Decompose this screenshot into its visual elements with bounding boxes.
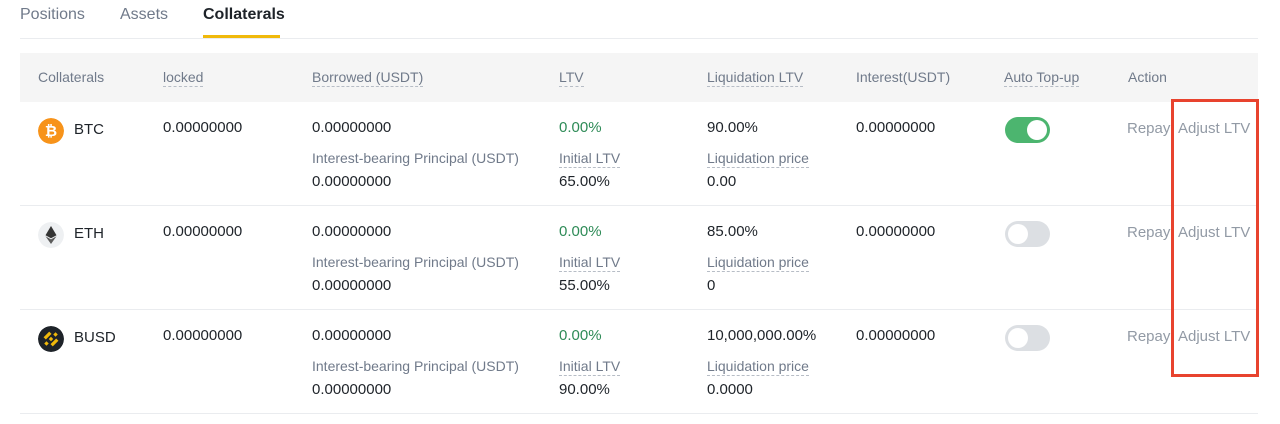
coin-name: BUSD: [74, 329, 116, 346]
table-row: ₿ BTC 0.00000000 0.00000000 Interest-bea…: [20, 102, 1258, 206]
liquidation-ltv-value: 10,000,000.00%: [707, 327, 817, 344]
ltv-value: 0.00%: [559, 223, 602, 240]
locked-value: 0.00000000: [163, 223, 243, 240]
ltv-value: 0.00%: [559, 327, 602, 344]
repay-button[interactable]: Repay: [1127, 120, 1171, 137]
initial-ltv-value: 90.00%: [559, 381, 610, 398]
initial-ltv-value: 55.00%: [559, 277, 610, 294]
liquidation-ltv-value: 90.00%: [707, 119, 758, 136]
initial-ltv-label: Initial LTV: [559, 254, 621, 272]
coin-name: BTC: [74, 121, 104, 138]
initial-ltv-label: Initial LTV: [559, 150, 621, 168]
interest-value: 0.00000000: [856, 119, 936, 136]
principal-value: 0.00000000: [312, 173, 392, 190]
principal-label: Interest-bearing Principal (USDT): [312, 358, 519, 374]
tab-collaterals[interactable]: Collaterals: [203, 6, 285, 23]
liquidation-ltv-value: 85.00%: [707, 223, 758, 240]
adjust-ltv-button[interactable]: Adjust LTV: [1178, 224, 1251, 241]
liquidation-price-value: 0.00: [707, 173, 737, 190]
tab-assets[interactable]: Assets: [120, 6, 169, 23]
repay-button[interactable]: Repay: [1127, 224, 1171, 241]
coin-name: ETH: [74, 225, 104, 242]
header-action: Action: [1128, 69, 1167, 85]
liquidation-price-label: Liquidation price: [707, 150, 809, 168]
interest-value: 0.00000000: [856, 223, 936, 240]
locked-value: 0.00000000: [163, 119, 243, 136]
tab-positions[interactable]: Positions: [20, 6, 85, 23]
table-header: Collaterals locked Borrowed (USDT) LTV L…: [20, 53, 1258, 102]
header-auto-topup: Auto Top-up: [1004, 69, 1080, 87]
svg-text:₿: ₿: [45, 122, 57, 140]
adjust-ltv-button[interactable]: Adjust LTV: [1178, 328, 1251, 345]
tab-bar: Positions Assets Collaterals: [20, 0, 1258, 39]
principal-value: 0.00000000: [312, 277, 392, 294]
header-borrowed: Borrowed (USDT): [312, 69, 424, 87]
ltv-value: 0.00%: [559, 119, 602, 136]
repay-button[interactable]: Repay: [1127, 328, 1171, 345]
header-interest: Interest(USDT): [856, 69, 951, 85]
active-tab-indicator: [203, 35, 280, 38]
liquidation-price-value: 0: [707, 277, 716, 294]
initial-ltv-value: 65.00%: [559, 173, 610, 190]
borrowed-value: 0.00000000: [312, 327, 392, 344]
liquidation-price-label: Liquidation price: [707, 358, 809, 376]
locked-value: 0.00000000: [163, 327, 243, 344]
auto-topup-toggle[interactable]: [1005, 117, 1050, 143]
auto-topup-toggle[interactable]: [1005, 325, 1050, 351]
toggle-knob: [1027, 120, 1047, 140]
borrowed-value: 0.00000000: [312, 223, 392, 240]
liquidation-price-value: 0.0000: [707, 381, 753, 398]
ethereum-icon: [38, 222, 64, 248]
initial-ltv-label: Initial LTV: [559, 358, 621, 376]
adjust-ltv-button[interactable]: Adjust LTV: [1178, 120, 1251, 137]
principal-value: 0.00000000: [312, 381, 392, 398]
toggle-knob: [1008, 224, 1028, 244]
table-row: ETH 0.00000000 0.00000000 Interest-beari…: [20, 206, 1258, 310]
bitcoin-icon: ₿: [38, 118, 64, 144]
header-collaterals: Collaterals: [38, 69, 105, 85]
principal-label: Interest-bearing Principal (USDT): [312, 150, 519, 166]
header-liquidation-ltv: Liquidation LTV: [707, 69, 804, 87]
header-ltv: LTV: [559, 69, 584, 87]
busd-icon: [38, 326, 64, 352]
interest-value: 0.00000000: [856, 327, 936, 344]
auto-topup-toggle[interactable]: [1005, 221, 1050, 247]
liquidation-price-label: Liquidation price: [707, 254, 809, 272]
toggle-knob: [1008, 328, 1028, 348]
principal-label: Interest-bearing Principal (USDT): [312, 254, 519, 270]
borrowed-value: 0.00000000: [312, 119, 392, 136]
header-locked: locked: [163, 69, 204, 87]
table-row: BUSD 0.00000000 0.00000000 Interest-bear…: [20, 310, 1258, 414]
